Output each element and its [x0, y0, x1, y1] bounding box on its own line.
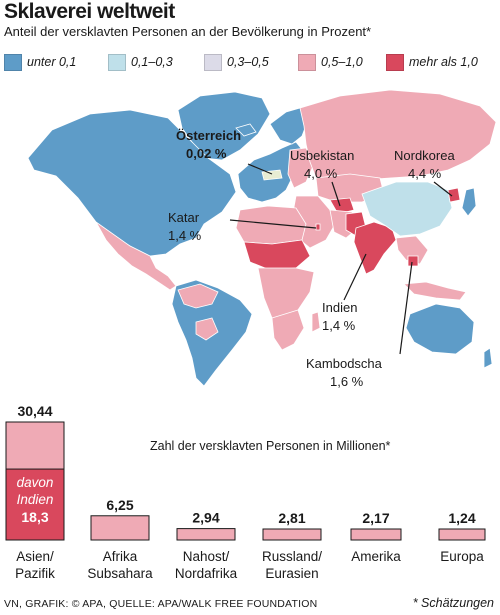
- bar-value-label-5: 2,17: [362, 510, 389, 526]
- leader-katar: [229, 219, 317, 229]
- legend: unter 0,1 0,1–0,3 0,3–0,5 0,5–1,0 mehr a…: [4, 52, 500, 72]
- south-america-north: [177, 283, 219, 309]
- callout-katar-name: Katar: [168, 210, 200, 225]
- leader-usbekistan: [331, 181, 341, 207]
- chart-title: Sklaverei weltweit: [4, 0, 175, 23]
- callout-nordkorea-value: 4,4 %: [408, 166, 442, 181]
- leader-nordkorea: [433, 181, 453, 197]
- callout-indien-name: Indien: [322, 300, 357, 315]
- australia: [405, 303, 475, 355]
- southern-africa: [271, 309, 305, 351]
- legend-swatch-2: [108, 53, 126, 71]
- north-korea: [447, 187, 461, 203]
- callout-nordkorea-name: Nordkorea: [394, 148, 455, 163]
- indonesia: [403, 281, 467, 301]
- japan: [461, 187, 477, 217]
- north-america: [27, 109, 237, 257]
- callout-kambodscha-value: 1,6 %: [330, 374, 364, 389]
- category-label-1-line-2: Pazifik: [15, 566, 55, 581]
- footnote: * Schätzungen: [412, 596, 494, 610]
- madagascar: [311, 311, 321, 333]
- eastern-europe: [287, 147, 315, 189]
- bar-5: [350, 528, 402, 541]
- category-label-4-line-1: Russland/: [262, 549, 322, 564]
- callout-oesterreich-value: 0,02 %: [186, 146, 227, 161]
- bar-value-label-1: 30,44: [17, 403, 52, 419]
- legend-item-4: 0,5–1,0: [298, 52, 363, 72]
- bolivia: [195, 317, 219, 341]
- legend-label-4: 0,5–1,0: [321, 55, 363, 69]
- world-map: Österreich 0,02 % Usbekistan 4,0 % Nordk…: [27, 89, 497, 389]
- iceland: [235, 123, 257, 137]
- category-label-2-line-2: Subsahara: [87, 566, 153, 581]
- uzbekistan: [329, 197, 355, 215]
- chart-subtitle: Anteil der versklavten Personen an der B…: [4, 24, 372, 39]
- north-africa: [235, 205, 307, 245]
- callout-usbekistan-value: 4,0 %: [304, 166, 338, 181]
- legend-label-2: 0,1–0,3: [131, 55, 173, 69]
- greenland: [177, 91, 271, 161]
- highlight-value-label: 18,3: [21, 509, 48, 525]
- category-label-4-line-2: Eurasien: [265, 566, 318, 581]
- legend-item-3: 0,3–0,5: [204, 52, 269, 72]
- legend-swatch-3: [204, 53, 222, 71]
- callout-indien-value: 1,4 %: [322, 318, 356, 333]
- qatar: [315, 223, 321, 231]
- bar-value-label-2: 6,25: [106, 497, 133, 513]
- bar-chart: 30,44 Asien/Pazifik davon Indien 18,3 6,25 Afr…: [5, 403, 486, 581]
- category-label-5-line-1: Amerika: [351, 549, 401, 564]
- callout-oesterreich-name: Österreich: [176, 128, 241, 143]
- callout-katar-value: 1,4 %: [168, 228, 202, 243]
- bar-value-label-3: 2,94: [192, 510, 219, 526]
- category-label-1-line-1: Asien/: [16, 549, 54, 564]
- legend-swatch-1: [4, 53, 22, 71]
- bar-6: [438, 528, 486, 541]
- bar-chart-title: Zahl der versklavten Personen in Million…: [150, 439, 391, 453]
- cambodia: [407, 255, 419, 267]
- legend-label-3: 0,3–0,5: [227, 55, 269, 69]
- bar-value-label-6: 1,24: [448, 510, 475, 526]
- india: [353, 221, 397, 275]
- category-label-3-line-2: Nordafrika: [175, 566, 238, 581]
- china: [361, 181, 453, 237]
- leader-oesterreich: [247, 163, 273, 175]
- category-label-6-line-1: Europa: [440, 549, 484, 564]
- bar-4: [262, 528, 322, 541]
- russia: [299, 89, 497, 183]
- legend-swatch-5: [386, 53, 404, 71]
- legend-item-1: unter 0,1: [4, 52, 76, 72]
- legend-item-2: 0,1–0,3: [108, 52, 173, 72]
- bar-3: [176, 528, 236, 541]
- bar-2: [90, 515, 150, 541]
- source-text: VN, GRAFIK: © APA, QUELLE: APA/WALK FREE…: [4, 598, 318, 610]
- leader-kambodscha: [399, 261, 413, 355]
- highlight-label-line-1: davon: [17, 475, 54, 490]
- legend-label-5: mehr als 1,0: [409, 55, 478, 69]
- callout-kambodscha-name: Kambodscha: [306, 356, 383, 371]
- legend-swatch-4: [298, 53, 316, 71]
- highlight-label-line-2: Indien: [17, 492, 54, 507]
- legend-item-5: mehr als 1,0: [386, 52, 478, 72]
- legend-label-1: unter 0,1: [27, 55, 77, 69]
- leader-indien: [343, 253, 367, 301]
- new-zealand: [483, 347, 493, 369]
- sahel: [243, 239, 311, 271]
- bar-1-highlight-india: [5, 468, 65, 541]
- callout-usbekistan-name: Usbekistan: [290, 148, 354, 163]
- category-label-3-line-1: Nahost/: [183, 549, 230, 564]
- bar-value-label-4: 2,81: [278, 510, 305, 526]
- category-label-2-line-1: Afrika: [103, 549, 138, 564]
- mexico: [95, 221, 177, 291]
- southeast-asia: [395, 235, 429, 265]
